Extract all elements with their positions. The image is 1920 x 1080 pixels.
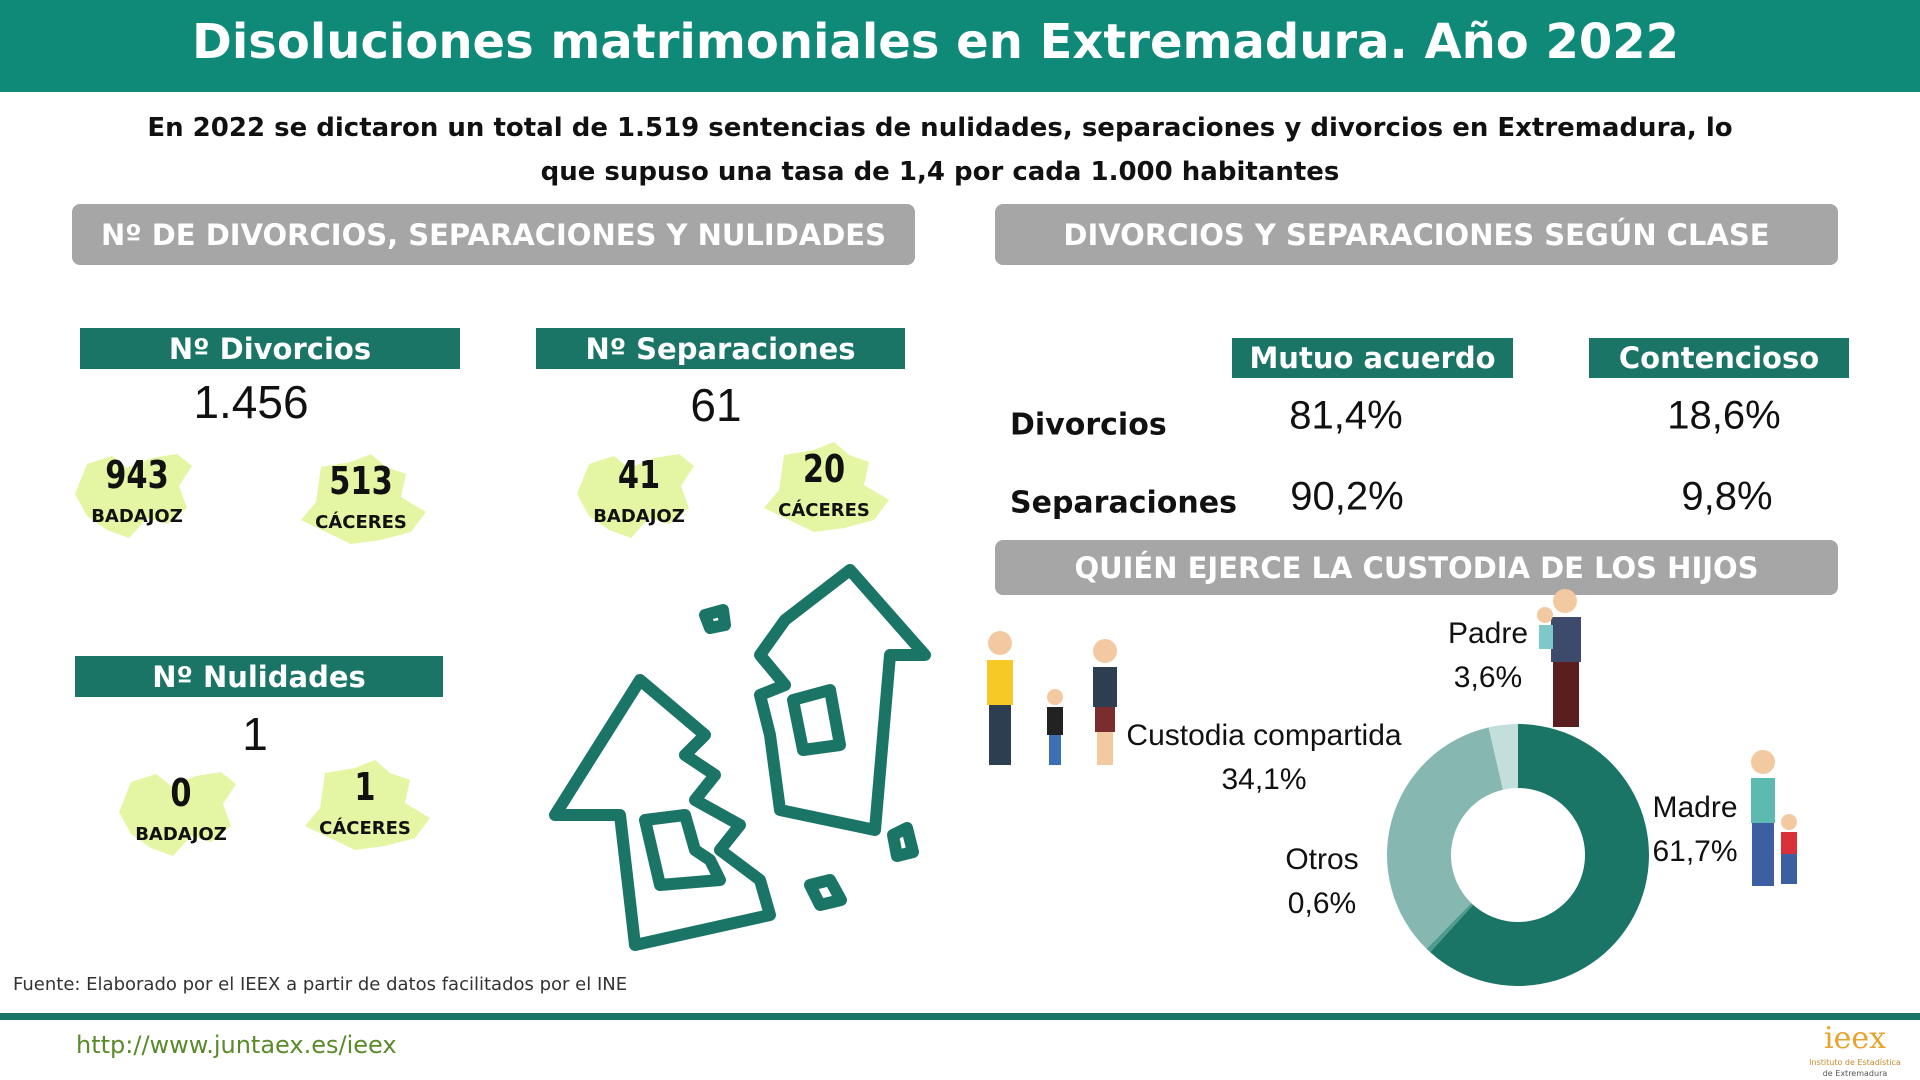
nulidades-label: Nº Nulidades [75,656,443,697]
caceres-map-nulidades: 1 CÁCERES [295,758,435,858]
label-padre-value: 3,6% [1453,661,1523,694]
father-illustration [1537,589,1581,727]
label-padre: Padre 3,6% [1448,616,1528,696]
label-madre: Madre 61,7% [1652,790,1737,870]
summary-line-2: que supuso una tasa de 1,4 por cada 1.00… [540,157,1340,187]
label-otros-value: 0,6% [1287,887,1357,920]
footer-divider [0,1013,1920,1020]
divorcios-mutuo: 81,4% [1289,393,1403,438]
nulidades-total: 1 [242,708,268,760]
caceres-value: 513 [329,459,393,503]
divorcios-total: 1.456 [193,376,309,428]
section-counts-header: Nº DE DIVORCIOS, SEPARACIONES Y NULIDADE… [72,204,915,265]
badajoz-value: 943 [105,453,169,497]
label-padre-name: Padre [1447,617,1529,650]
ieex-logo: ieex Instituto de Estadística de Extrema… [1795,1021,1915,1079]
badajoz-label: BADAJOZ [91,506,183,527]
source-note: Fuente: Elaborado por el IEEX a partir d… [13,974,628,995]
row-label-separaciones: Separaciones [1010,485,1237,521]
donut-slice-padre [1488,724,1518,790]
label-madre-name: Madre [1652,791,1738,824]
divorcios-label: Nº Divorcios [80,328,460,369]
caceres-map-divorcios: 513 CÁCERES [291,452,431,552]
label-custodia-value: 34,1% [1221,763,1307,796]
broken-house-icon [549,564,931,951]
label-otros-name: Otros [1285,843,1359,876]
caceres-map-separaciones: 20 CÁCERES [754,440,894,540]
separaciones-label: Nº Separaciones [536,328,905,369]
family-illustration [987,631,1117,765]
badajoz-value: 0 [170,771,192,815]
donut-slice-madre [1430,724,1649,986]
label-custodia-name: Custodia compartida [1126,719,1402,752]
label-custodia: Custodia compartida 34,1% [1126,718,1401,798]
label-madre-value: 61,7% [1652,835,1738,868]
badajoz-value: 41 [617,453,661,497]
logo-sub2: de Extremadura [1822,1069,1888,1078]
logo-sub1: Instituto de Estadística [1809,1058,1901,1067]
badajoz-map-separaciones: 41 BADAJOZ [569,446,709,546]
badajoz-map-divorcios: 943 BADAJOZ [67,446,207,546]
donut-slice-custodia-compartida [1387,727,1503,949]
footer-url-link[interactable]: http://www.juntaex.es/ieex [76,1031,397,1059]
row-label-divorcios: Divorcios [1010,407,1167,443]
separaciones-total: 61 [690,379,742,431]
badajoz-label: BADAJOZ [593,506,685,527]
header-mutuo-acuerdo: Mutuo acuerdo [1232,338,1513,378]
logo-text: ieex [1823,1021,1887,1056]
page-title: Disoluciones matrimoniales en Extremadur… [192,14,1680,70]
label-otros: Otros 0,6% [1285,842,1358,922]
caceres-label: CÁCERES [778,500,870,521]
section-custody-header: QUIÉN EJERCE LA CUSTODIA DE LOS HIJOS [995,540,1838,595]
badajoz-map-nulidades: 0 BADAJOZ [111,764,251,864]
separaciones-mutuo: 90,2% [1290,474,1404,519]
caceres-label: CÁCERES [319,818,411,839]
divorcios-contencioso: 18,6% [1667,393,1781,438]
caceres-label: CÁCERES [315,512,407,533]
header-band [0,0,1920,92]
section-clase-header: DIVORCIOS Y SEPARACIONES SEGÚN CLASE [995,204,1838,265]
summary-line-1: En 2022 se dictaron un total de 1.519 se… [147,113,1733,143]
mother-illustration [1751,750,1797,886]
header-contencioso: Contencioso [1589,338,1849,378]
badajoz-label: BADAJOZ [135,824,227,845]
caceres-value: 1 [354,765,376,809]
donut-slice-otros [1426,902,1474,953]
custody-donut-chart [1387,724,1649,986]
caceres-value: 20 [802,447,846,491]
separaciones-contencioso: 9,8% [1681,474,1773,519]
